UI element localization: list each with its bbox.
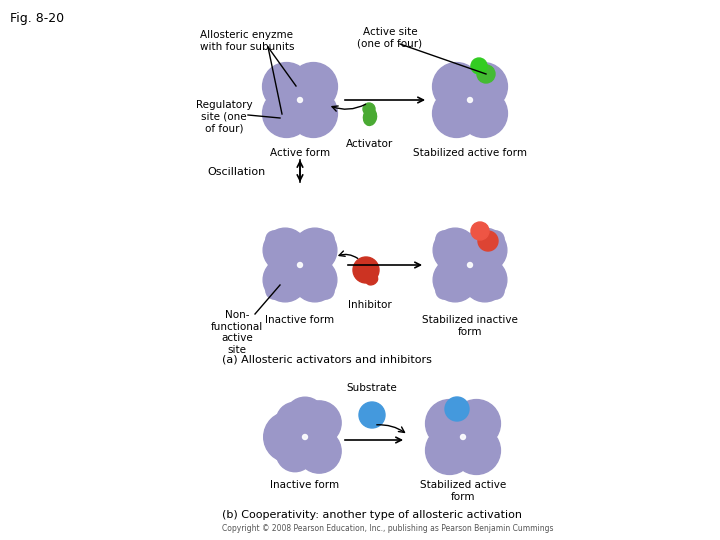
Text: (b) Cooperativity: another type of allosteric activation: (b) Cooperativity: another type of allos… <box>222 510 522 520</box>
Text: Stabilized inactive
form: Stabilized inactive form <box>422 315 518 336</box>
Circle shape <box>463 228 507 272</box>
Circle shape <box>459 90 508 138</box>
Circle shape <box>467 98 472 103</box>
Circle shape <box>487 231 504 248</box>
Circle shape <box>297 262 302 267</box>
Circle shape <box>293 258 337 302</box>
Circle shape <box>289 90 338 138</box>
Circle shape <box>353 257 379 283</box>
Text: Oscillation: Oscillation <box>208 167 266 177</box>
Circle shape <box>467 262 472 267</box>
Circle shape <box>452 400 500 448</box>
Text: (a) Allosteric activators and inhibitors: (a) Allosteric activators and inhibitors <box>222 355 432 365</box>
Text: Inactive form: Inactive form <box>271 480 340 490</box>
Circle shape <box>452 427 500 475</box>
Text: Substrate: Substrate <box>346 383 397 393</box>
Circle shape <box>263 228 307 272</box>
Ellipse shape <box>364 109 377 125</box>
Text: Activator: Activator <box>346 139 394 149</box>
Ellipse shape <box>366 275 378 285</box>
Circle shape <box>264 411 315 462</box>
Circle shape <box>297 429 341 473</box>
Circle shape <box>456 251 484 279</box>
Text: Inhibitor: Inhibitor <box>348 300 392 310</box>
Circle shape <box>487 282 504 299</box>
Text: Stabilized active form: Stabilized active form <box>413 148 527 158</box>
Circle shape <box>266 231 283 248</box>
Circle shape <box>292 424 318 450</box>
Circle shape <box>285 397 325 437</box>
Circle shape <box>436 231 453 248</box>
Circle shape <box>276 402 314 440</box>
Circle shape <box>426 400 474 448</box>
Circle shape <box>433 258 477 302</box>
Circle shape <box>436 282 453 299</box>
Circle shape <box>477 65 495 83</box>
Circle shape <box>471 58 487 74</box>
Circle shape <box>297 401 341 445</box>
Text: Allosteric enyzme
with four subunits: Allosteric enyzme with four subunits <box>199 30 294 52</box>
Circle shape <box>266 282 283 299</box>
Circle shape <box>478 231 498 251</box>
Circle shape <box>285 85 315 115</box>
Circle shape <box>459 63 508 111</box>
Text: Active site
(one of four): Active site (one of four) <box>357 27 423 49</box>
Text: Copyright © 2008 Pearson Education, Inc., publishing as Pearson Benjamin Cumming: Copyright © 2008 Pearson Education, Inc.… <box>222 524 554 533</box>
Circle shape <box>318 231 334 248</box>
Circle shape <box>276 434 314 472</box>
Circle shape <box>426 427 474 475</box>
Circle shape <box>293 228 337 272</box>
Circle shape <box>448 422 478 452</box>
Circle shape <box>433 90 480 138</box>
Circle shape <box>286 251 314 279</box>
Circle shape <box>461 435 466 440</box>
Circle shape <box>445 397 469 421</box>
Circle shape <box>363 103 375 115</box>
Text: Non-
functional
active
site: Non- functional active site <box>211 310 263 355</box>
Circle shape <box>297 98 302 103</box>
Circle shape <box>433 228 477 272</box>
Circle shape <box>263 90 310 138</box>
Text: Active form: Active form <box>270 148 330 158</box>
Circle shape <box>289 63 338 111</box>
Text: Stabilized active
form: Stabilized active form <box>420 480 506 502</box>
Circle shape <box>359 402 385 428</box>
Text: Regulatory
site (one
of four): Regulatory site (one of four) <box>196 100 252 133</box>
Circle shape <box>263 258 307 302</box>
Circle shape <box>263 63 310 111</box>
Text: Fig. 8-20: Fig. 8-20 <box>10 12 64 25</box>
Circle shape <box>471 222 489 240</box>
Circle shape <box>433 63 480 111</box>
Circle shape <box>455 85 485 115</box>
Circle shape <box>302 435 307 440</box>
Circle shape <box>318 282 334 299</box>
Circle shape <box>463 258 507 302</box>
Text: Inactive form: Inactive form <box>266 315 335 325</box>
